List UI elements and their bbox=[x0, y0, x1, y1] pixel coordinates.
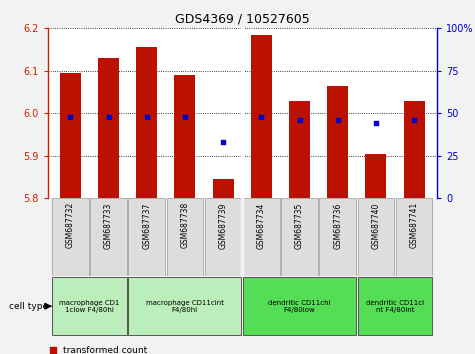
Bar bbox=[136, 47, 157, 198]
Bar bbox=[404, 101, 425, 198]
Text: GSM687733: GSM687733 bbox=[104, 202, 113, 249]
Text: GSM687735: GSM687735 bbox=[295, 202, 304, 249]
Text: macrophage CD1
1clow F4/80hi: macrophage CD1 1clow F4/80hi bbox=[59, 300, 120, 313]
Bar bbox=[327, 86, 348, 198]
Bar bbox=[60, 73, 81, 198]
Point bbox=[66, 114, 74, 120]
Text: cell type: cell type bbox=[9, 302, 48, 311]
Bar bbox=[98, 58, 119, 198]
Point bbox=[257, 114, 265, 120]
Text: GSM687737: GSM687737 bbox=[142, 202, 151, 249]
Bar bbox=[128, 277, 241, 335]
Text: GSM687740: GSM687740 bbox=[371, 202, 380, 249]
Bar bbox=[281, 198, 318, 276]
Bar bbox=[358, 198, 394, 276]
Bar bbox=[365, 154, 386, 198]
Text: GSM687732: GSM687732 bbox=[66, 202, 75, 249]
Title: GDS4369 / 10527605: GDS4369 / 10527605 bbox=[175, 13, 310, 26]
Bar bbox=[251, 35, 272, 198]
Point bbox=[49, 347, 57, 353]
Bar bbox=[52, 277, 127, 335]
Bar bbox=[128, 198, 165, 276]
Text: dendritic CD11chi
F4/80low: dendritic CD11chi F4/80low bbox=[268, 300, 331, 313]
Point bbox=[105, 114, 113, 120]
Text: GSM687738: GSM687738 bbox=[180, 202, 190, 249]
Point bbox=[296, 117, 304, 123]
Bar bbox=[358, 277, 432, 335]
Point bbox=[219, 139, 227, 145]
Bar bbox=[174, 75, 196, 198]
Bar bbox=[90, 198, 127, 276]
Point bbox=[372, 121, 380, 126]
Text: transformed count: transformed count bbox=[63, 346, 147, 354]
Text: GSM687741: GSM687741 bbox=[409, 202, 418, 249]
Text: GSM687736: GSM687736 bbox=[333, 202, 342, 249]
Bar bbox=[52, 198, 89, 276]
Bar bbox=[167, 198, 203, 276]
Bar bbox=[319, 198, 356, 276]
Bar bbox=[289, 101, 310, 198]
Text: dendritic CD11ci
nt F4/80int: dendritic CD11ci nt F4/80int bbox=[366, 300, 424, 313]
Point bbox=[143, 114, 151, 120]
Bar bbox=[213, 179, 234, 198]
Point bbox=[410, 117, 418, 123]
Bar bbox=[243, 277, 356, 335]
Bar bbox=[243, 198, 280, 276]
Bar bbox=[396, 198, 432, 276]
Point bbox=[181, 114, 189, 120]
Point bbox=[334, 117, 342, 123]
Bar bbox=[205, 198, 241, 276]
Text: macrophage CD11cint
F4/80hi: macrophage CD11cint F4/80hi bbox=[146, 300, 224, 313]
Text: GSM687734: GSM687734 bbox=[257, 202, 266, 249]
Text: GSM687739: GSM687739 bbox=[218, 202, 228, 249]
